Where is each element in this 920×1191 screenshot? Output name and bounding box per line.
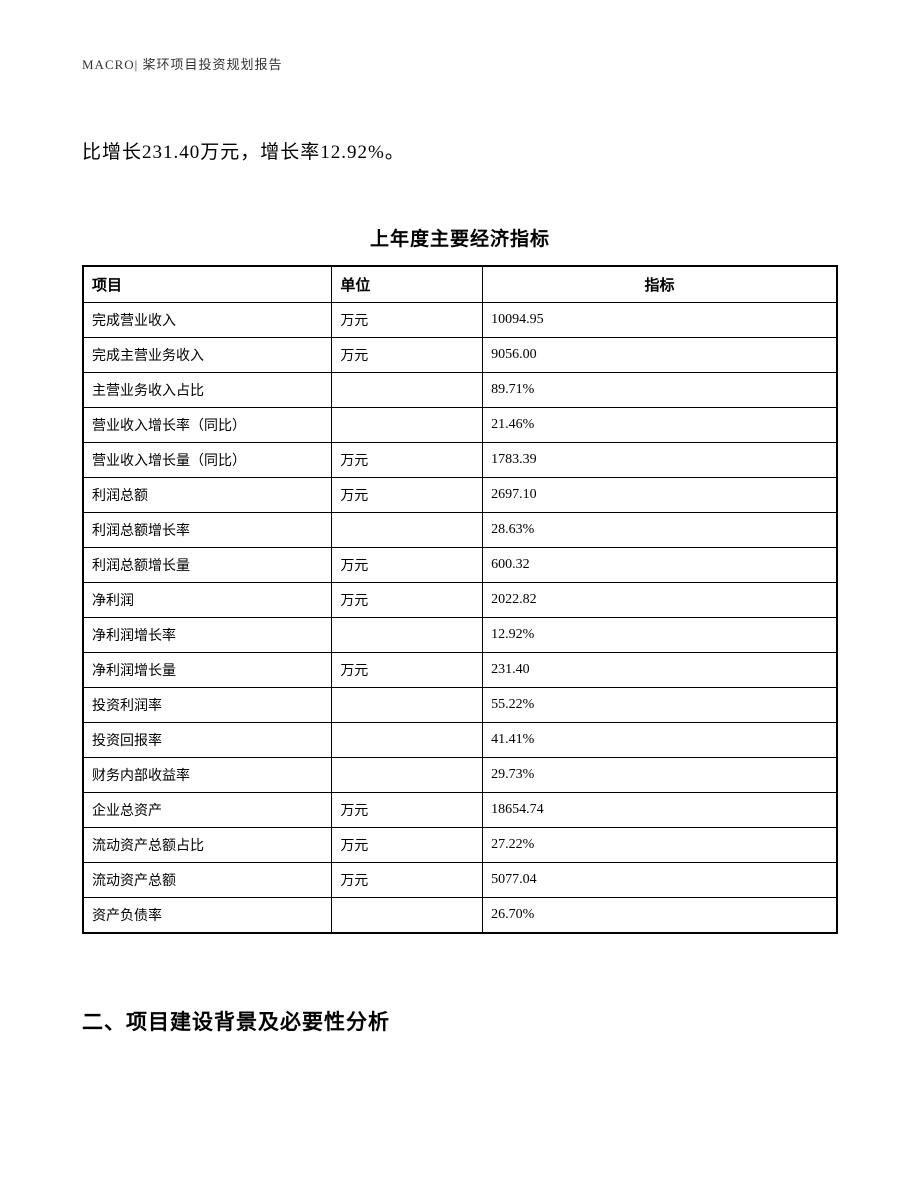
table-row: 流动资产总额占比万元27.22% xyxy=(83,828,837,863)
table-header-row: 项目 单位 指标 xyxy=(83,266,837,303)
cell-value: 27.22% xyxy=(483,828,837,863)
cell-item: 利润总额增长率 xyxy=(83,513,332,548)
cell-value: 21.46% xyxy=(483,408,837,443)
cell-unit xyxy=(332,513,483,548)
table-row: 主营业务收入占比 89.71% xyxy=(83,373,837,408)
col-header-unit: 单位 xyxy=(332,266,483,303)
cell-item: 净利润 xyxy=(83,583,332,618)
cell-unit xyxy=(332,408,483,443)
cell-item: 净利润增长率 xyxy=(83,618,332,653)
cell-item: 利润总额 xyxy=(83,478,332,513)
table-title: 上年度主要经济指标 xyxy=(82,224,838,251)
cell-value: 9056.00 xyxy=(483,338,837,373)
cell-value: 41.41% xyxy=(483,723,837,758)
cell-unit: 万元 xyxy=(332,338,483,373)
table-row: 投资利润率 55.22% xyxy=(83,688,837,723)
cell-unit xyxy=(332,618,483,653)
cell-unit xyxy=(332,688,483,723)
table-row: 投资回报率 41.41% xyxy=(83,723,837,758)
cell-value: 89.71% xyxy=(483,373,837,408)
table-row: 资产负债率 26.70% xyxy=(83,898,837,934)
table-row: 利润总额增长率 28.63% xyxy=(83,513,837,548)
document-page: MACRO| 桨环项目投资规划报告 比增长231.40万元，增长率12.92%。… xyxy=(0,0,920,1096)
table-row: 营业收入增长率（同比） 21.46% xyxy=(83,408,837,443)
cell-value: 12.92% xyxy=(483,618,837,653)
cell-value: 1783.39 xyxy=(483,443,837,478)
cell-item: 流动资产总额占比 xyxy=(83,828,332,863)
cell-item: 营业收入增长量（同比） xyxy=(83,443,332,478)
cell-item: 净利润增长量 xyxy=(83,653,332,688)
col-header-indicator: 指标 xyxy=(483,266,837,303)
cell-value: 231.40 xyxy=(483,653,837,688)
cell-item: 利润总额增长量 xyxy=(83,548,332,583)
cell-item: 流动资产总额 xyxy=(83,863,332,898)
page-header: MACRO| 桨环项目投资规划报告 xyxy=(82,54,838,73)
table-row: 净利润增长率 12.92% xyxy=(83,618,837,653)
cell-item: 投资利润率 xyxy=(83,688,332,723)
table-row: 完成营业收入万元10094.95 xyxy=(83,303,837,338)
col-header-item: 项目 xyxy=(83,266,332,303)
cell-unit xyxy=(332,723,483,758)
table-row: 利润总额万元2697.10 xyxy=(83,478,837,513)
cell-item: 主营业务收入占比 xyxy=(83,373,332,408)
table-row: 净利润增长量万元231.40 xyxy=(83,653,837,688)
cell-unit: 万元 xyxy=(332,548,483,583)
section-2-heading: 二、项目建设背景及必要性分析 xyxy=(82,1006,838,1036)
cell-item: 营业收入增长率（同比） xyxy=(83,408,332,443)
cell-unit: 万元 xyxy=(332,478,483,513)
table-row: 利润总额增长量万元600.32 xyxy=(83,548,837,583)
cell-item: 企业总资产 xyxy=(83,793,332,828)
table-body: 完成营业收入万元10094.95完成主营业务收入万元9056.00主营业务收入占… xyxy=(83,303,837,934)
economic-indicators-table: 项目 单位 指标 完成营业收入万元10094.95完成主营业务收入万元9056.… xyxy=(82,265,838,934)
cell-unit xyxy=(332,758,483,793)
cell-item: 完成营业收入 xyxy=(83,303,332,338)
cell-unit: 万元 xyxy=(332,653,483,688)
cell-unit: 万元 xyxy=(332,793,483,828)
cell-unit xyxy=(332,898,483,934)
cell-value: 18654.74 xyxy=(483,793,837,828)
table-row: 流动资产总额万元5077.04 xyxy=(83,863,837,898)
cell-item: 财务内部收益率 xyxy=(83,758,332,793)
cell-item: 完成主营业务收入 xyxy=(83,338,332,373)
cell-value: 26.70% xyxy=(483,898,837,934)
table-row: 净利润万元2022.82 xyxy=(83,583,837,618)
cell-value: 55.22% xyxy=(483,688,837,723)
table-row: 完成主营业务收入万元9056.00 xyxy=(83,338,837,373)
cell-value: 2022.82 xyxy=(483,583,837,618)
table-row: 企业总资产万元18654.74 xyxy=(83,793,837,828)
cell-value: 10094.95 xyxy=(483,303,837,338)
cell-item: 投资回报率 xyxy=(83,723,332,758)
cell-unit: 万元 xyxy=(332,863,483,898)
cell-unit xyxy=(332,373,483,408)
table-row: 财务内部收益率 29.73% xyxy=(83,758,837,793)
cell-unit: 万元 xyxy=(332,303,483,338)
cell-value: 29.73% xyxy=(483,758,837,793)
cell-unit: 万元 xyxy=(332,828,483,863)
cell-item: 资产负债率 xyxy=(83,898,332,934)
cell-unit: 万元 xyxy=(332,443,483,478)
intro-text: 比增长231.40万元，增长率12.92%。 xyxy=(82,137,838,164)
cell-value: 600.32 xyxy=(483,548,837,583)
cell-value: 2697.10 xyxy=(483,478,837,513)
cell-value: 5077.04 xyxy=(483,863,837,898)
table-row: 营业收入增长量（同比）万元1783.39 xyxy=(83,443,837,478)
cell-unit: 万元 xyxy=(332,583,483,618)
cell-value: 28.63% xyxy=(483,513,837,548)
